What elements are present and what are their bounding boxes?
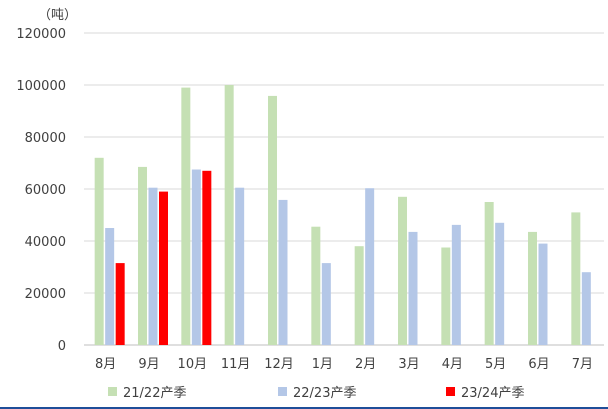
x-tick-label: 10月 xyxy=(178,357,208,372)
x-tick-label: 11月 xyxy=(221,357,251,372)
bar-22/23产季-5月 xyxy=(495,222,505,345)
bar-21/22产季-5月 xyxy=(484,202,494,345)
bar-23/24产季-10月 xyxy=(202,170,212,345)
legend-item-2324: 23/24产季 xyxy=(446,382,525,401)
y-tick-label: 100000 xyxy=(16,79,66,94)
bar-22/23产季-11月 xyxy=(235,187,245,345)
bar-21/22产季-10月 xyxy=(181,87,191,345)
bar-21/22产季-2月 xyxy=(354,246,364,345)
bar-22/23产季-7月 xyxy=(581,272,591,345)
bar-22/23产季-2月 xyxy=(365,188,375,345)
y-tick-label: 120000 xyxy=(16,27,66,42)
bar-21/22产季-4月 xyxy=(441,247,451,345)
bottom-border xyxy=(0,407,608,409)
bar-22/23产季-9月 xyxy=(148,187,158,345)
bar-22/23产季-12月 xyxy=(278,199,288,345)
legend-label-2324: 23/24产季 xyxy=(461,385,525,401)
bar-21/22产季-11月 xyxy=(224,85,234,345)
y-axis-unit-label: （吨） xyxy=(38,8,78,23)
legend-label-2122: 21/22产季 xyxy=(123,385,187,401)
y-tick-label: 80000 xyxy=(25,131,66,146)
bar-21/22产季-7月 xyxy=(571,212,581,345)
y-tick-label: 20000 xyxy=(25,287,66,302)
x-tick-label: 5月 xyxy=(485,357,506,372)
bar-22/23产季-3月 xyxy=(408,231,418,345)
x-tick-label: 8月 xyxy=(95,357,116,372)
x-tick-label: 6月 xyxy=(528,357,549,372)
legend-item-2223: 22/23产季 xyxy=(278,382,357,401)
legend-swatch-2223 xyxy=(278,386,287,396)
x-tick-label: 3月 xyxy=(398,357,419,372)
x-tick-label: 12月 xyxy=(264,357,294,372)
bar-21/22产季-3月 xyxy=(398,196,407,345)
x-tick-label: 9月 xyxy=(138,357,159,372)
legend-swatch-2324 xyxy=(446,386,455,396)
legend-label-2223: 22/23产季 xyxy=(293,385,357,401)
bar-23/24产季-9月 xyxy=(159,191,168,345)
x-tick-label: 1月 xyxy=(312,357,333,372)
bar-22/23产季-1月 xyxy=(321,263,331,345)
bar-21/22产季-12月 xyxy=(268,95,277,345)
bar-21/22产季-1月 xyxy=(311,226,321,345)
bar-22/23产季-4月 xyxy=(451,224,461,345)
bar-21/22产季-9月 xyxy=(138,166,147,345)
bar-21/22产季-6月 xyxy=(528,231,537,345)
legend-swatch-2122 xyxy=(108,386,117,396)
y-tick-label: 60000 xyxy=(25,183,66,198)
legend-item-2122: 21/22产季 xyxy=(108,382,187,401)
bar-21/22产季-8月 xyxy=(94,157,104,345)
x-tick-label: 2月 xyxy=(355,357,376,372)
bar-22/23产季-8月 xyxy=(105,228,115,345)
x-tick-label: 4月 xyxy=(442,357,463,372)
x-tick-label: 7月 xyxy=(572,357,593,372)
y-tick-label: 0 xyxy=(58,339,66,354)
bar-22/23产季-10月 xyxy=(191,169,201,345)
bar-23/24产季-8月 xyxy=(115,263,125,345)
bar-22/23产季-6月 xyxy=(538,243,548,345)
y-tick-label: 40000 xyxy=(25,235,66,250)
